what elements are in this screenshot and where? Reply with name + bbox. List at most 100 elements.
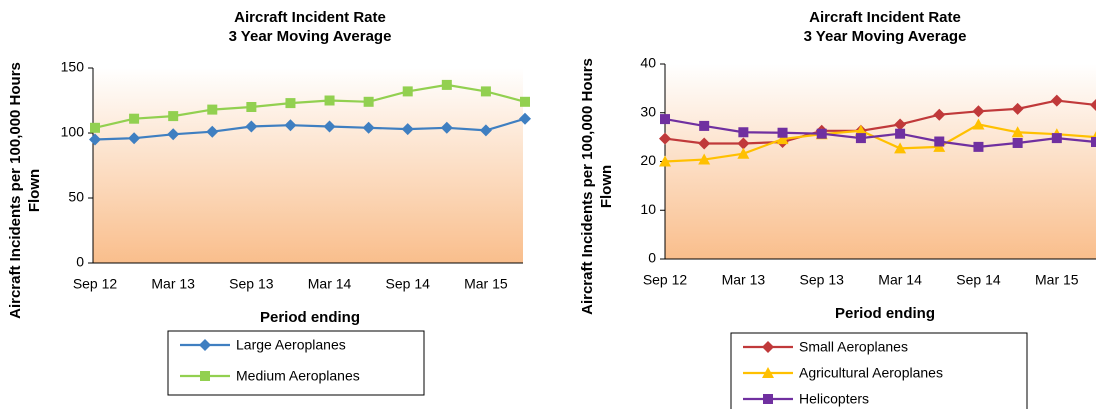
marker xyxy=(90,122,100,133)
marker xyxy=(972,118,985,130)
marker xyxy=(1090,98,1096,111)
marker xyxy=(699,120,710,131)
marker xyxy=(206,125,219,138)
marker xyxy=(738,127,749,138)
y-tick-label: 40 xyxy=(640,55,656,71)
x-tick-label: Mar 14 xyxy=(308,276,352,292)
y-axis-label: Aircraft Incidents per 100,000 Hours xyxy=(7,62,24,319)
legend-marker xyxy=(200,371,210,381)
legend-label: Helicopters xyxy=(799,391,869,407)
legend-label: Agricultural Aeroplanes xyxy=(799,365,943,381)
x-tick-label: Mar 13 xyxy=(722,272,766,288)
marker xyxy=(934,136,945,147)
plot-area xyxy=(93,68,523,263)
x-tick-label: Mar 15 xyxy=(1035,272,1079,288)
x-tick-label: Sep 13 xyxy=(800,272,845,288)
marker xyxy=(737,147,750,159)
plot-area xyxy=(665,64,1096,259)
y-tick-label: 100 xyxy=(61,124,85,140)
series-line xyxy=(94,83,526,129)
marker xyxy=(285,98,296,109)
y-axis-label: Flown xyxy=(26,169,43,212)
chart: Aircraft Incident Rate 3 Year Moving Aver… xyxy=(7,9,531,396)
y-tick-label: 20 xyxy=(640,152,656,168)
marker xyxy=(363,96,374,107)
marker xyxy=(1011,126,1024,138)
x-axis-label: Period ending xyxy=(835,305,935,322)
marker xyxy=(441,79,452,90)
x-tick-label: Sep 13 xyxy=(229,276,274,292)
marker xyxy=(933,108,946,121)
legend-label: Large Aeroplanes xyxy=(236,337,346,353)
legend-label: Medium Aeroplanes xyxy=(236,368,360,384)
chart-title: Aircraft Incident Rate xyxy=(809,9,961,26)
x-tick-label: Mar 14 xyxy=(878,272,922,288)
legend-marker xyxy=(762,367,774,378)
marker xyxy=(168,111,179,122)
marker xyxy=(480,86,491,97)
series-line xyxy=(664,123,1096,163)
marker xyxy=(973,141,984,152)
y-tick-label: 10 xyxy=(640,201,656,217)
legend-marker xyxy=(199,339,211,351)
marker xyxy=(246,102,257,112)
marker xyxy=(89,133,101,146)
legend-marker xyxy=(763,394,773,404)
marker xyxy=(440,121,453,134)
x-tick-label: Sep 12 xyxy=(643,272,688,288)
marker xyxy=(894,118,907,131)
marker xyxy=(167,128,180,141)
marker xyxy=(816,128,827,139)
y-axis-label: Flown xyxy=(598,165,615,208)
marker xyxy=(659,132,671,145)
y-tick-label: 0 xyxy=(648,250,656,266)
marker xyxy=(895,128,906,139)
marker xyxy=(129,113,140,124)
marker xyxy=(519,112,531,125)
x-tick-label: Sep 14 xyxy=(386,276,431,292)
marker xyxy=(698,153,711,165)
y-axis-label: Aircraft Incidents per 100,000 Hours xyxy=(579,58,596,315)
marker xyxy=(777,127,788,138)
marker xyxy=(1012,137,1023,148)
marker xyxy=(698,137,711,150)
marker xyxy=(207,104,218,115)
y-tick-label: 150 xyxy=(61,59,85,75)
series-line xyxy=(664,118,1096,148)
marker xyxy=(1011,102,1024,115)
marker xyxy=(402,86,413,97)
marker xyxy=(972,105,985,118)
marker xyxy=(1051,133,1062,144)
marker xyxy=(245,120,258,133)
marker xyxy=(737,137,750,150)
marker xyxy=(479,124,492,137)
chart-title: Aircraft Incident Rate xyxy=(234,9,386,26)
series-line xyxy=(664,99,1096,145)
marker xyxy=(659,155,671,167)
marker xyxy=(660,114,670,125)
marker xyxy=(401,123,414,136)
chart-title: 3 Year Moving Average xyxy=(804,28,967,45)
marker xyxy=(894,142,907,154)
legend xyxy=(167,330,425,396)
legend xyxy=(730,332,1028,409)
chart-title: 3 Year Moving Average xyxy=(229,28,392,45)
marker xyxy=(284,119,297,132)
marker xyxy=(1050,94,1063,107)
marker xyxy=(520,96,530,107)
marker xyxy=(323,120,336,133)
legend-label: Small Aeroplanes xyxy=(799,339,908,355)
marker xyxy=(128,132,141,145)
marker xyxy=(362,121,375,134)
series-line xyxy=(94,117,526,141)
y-tick-label: 30 xyxy=(640,103,656,119)
marker xyxy=(776,133,789,145)
marker xyxy=(1091,137,1096,147)
x-tick-label: Mar 13 xyxy=(151,276,195,292)
x-axis-label: Period ending xyxy=(260,309,360,326)
y-tick-label: 0 xyxy=(76,254,84,270)
x-tick-label: Mar 15 xyxy=(464,276,508,292)
x-tick-label: Sep 14 xyxy=(956,272,1001,288)
